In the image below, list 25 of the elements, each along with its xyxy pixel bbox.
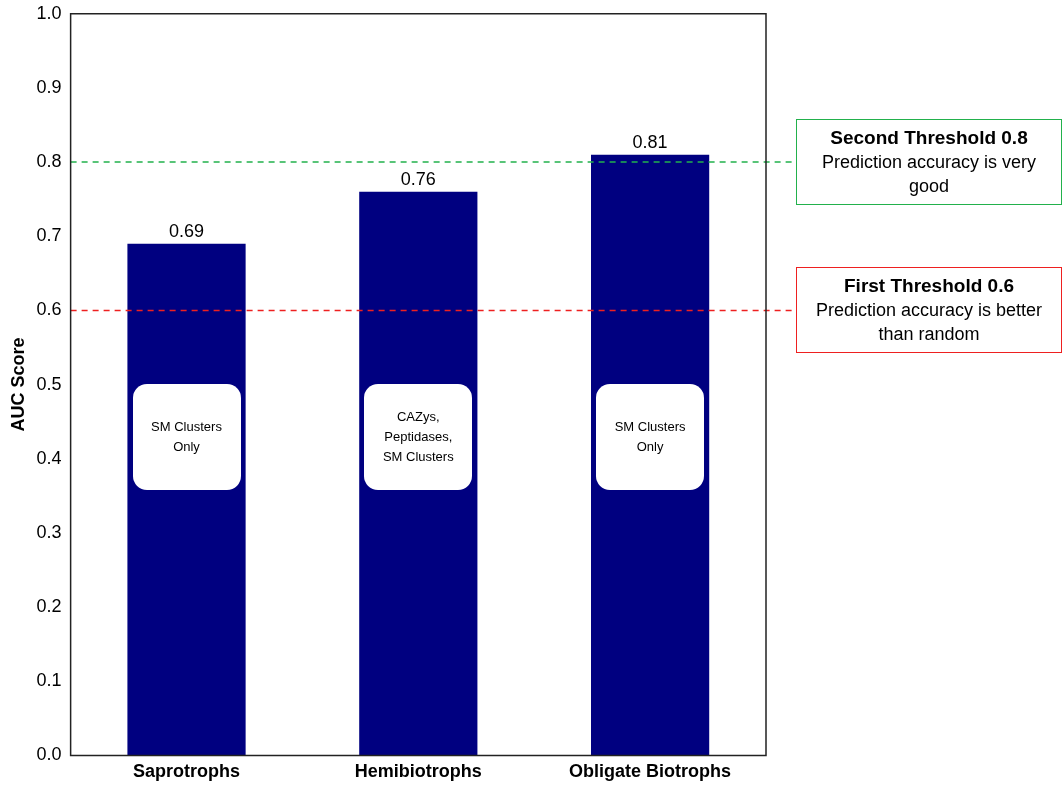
y-tick-label: 0.4 (36, 447, 62, 468)
ref-line-label: First Threshold 0.6 (843, 274, 1015, 299)
note-box: SM Clusters Only (132, 383, 241, 490)
y-tick-label: 0.8 (36, 151, 62, 172)
data-label: 0.76 (400, 168, 436, 189)
y-tick-label: 0.1 (36, 670, 62, 691)
note-box: SM Clusters Only (596, 383, 705, 490)
data-label: 0.69 (169, 220, 205, 241)
x-tick-label: Saprotrophs (133, 761, 241, 782)
data-label: 0.81 (632, 131, 668, 152)
y-tick-label: 0.6 (36, 299, 62, 320)
y-tick-label: 0.3 (36, 521, 62, 542)
y-tick-label: 0.7 (36, 225, 62, 246)
y-tick-label: 0.2 (36, 596, 62, 617)
y-tick-label: 0.5 (36, 373, 62, 394)
x-tick-label: Obligate Biotrophs (569, 761, 732, 782)
ref-line-label: Second Threshold 0.8 (829, 126, 1029, 151)
y-tick-label: 0.0 (36, 744, 62, 765)
note-box: CAZys, Peptidases, SM Clusters (364, 383, 473, 490)
note-box: First Threshold 0.6 Prediction accuracy is better than random (796, 267, 1062, 354)
y-tick-label: 0.9 (36, 76, 62, 97)
note-box: Second Threshold 0.8 Prediction accuracy is very good (796, 119, 1062, 206)
x-tick-label: Hemibiotrophs (354, 761, 482, 782)
y-axis-title: AUC Score (7, 337, 28, 432)
y-tick-label: 1.0 (36, 2, 62, 23)
